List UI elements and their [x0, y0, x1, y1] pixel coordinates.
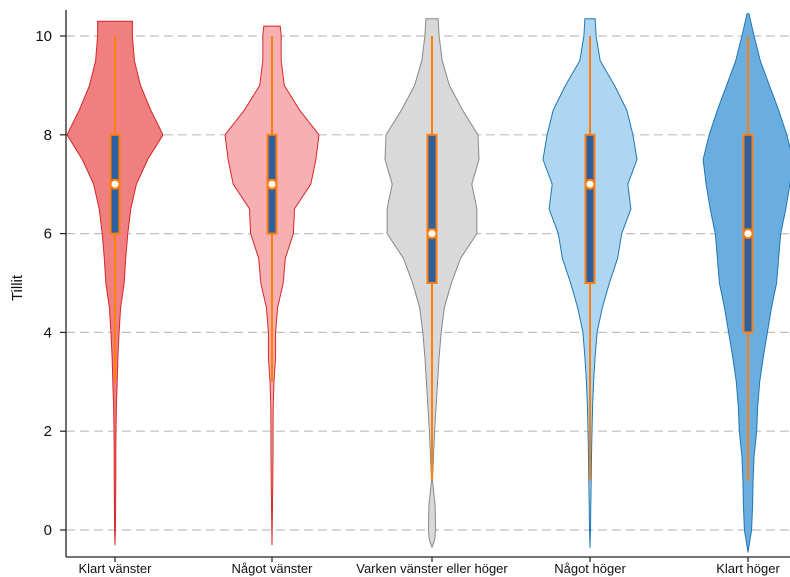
median-marker — [584, 178, 596, 190]
violin-0 — [66, 20, 164, 546]
median-marker — [426, 228, 438, 240]
x-category-label: Klart höger — [716, 561, 780, 576]
axes: 0 2 4 6 8 10 Klart vänster Något vänster Varken … — [35, 10, 790, 576]
x-category-label: Klart vänster — [79, 561, 153, 576]
violin-4 — [702, 13, 790, 553]
median-marker — [742, 228, 754, 240]
gridlines — [66, 35, 790, 531]
median-marker — [109, 178, 121, 190]
y-tick-label: 10 — [35, 28, 52, 45]
y-tick-label: 6 — [44, 226, 52, 243]
y-tick-label: 0 — [44, 522, 52, 539]
y-tick-label: 4 — [44, 324, 52, 341]
violin-2 — [384, 18, 480, 548]
y-tick-label: 8 — [44, 127, 52, 144]
median-marker — [266, 178, 278, 190]
y-tick-label: 2 — [44, 423, 52, 440]
x-category-label: Något vänster — [232, 561, 314, 576]
iqr-box — [426, 133, 438, 284]
y-axis-title: Tillit — [9, 274, 26, 301]
violin-3 — [542, 18, 638, 548]
x-category-label: Varken vänster eller höger — [356, 561, 508, 576]
violin-1 — [224, 25, 320, 546]
violins — [66, 13, 790, 553]
x-category-label: Något höger — [554, 561, 626, 576]
iqr-box — [584, 133, 596, 284]
